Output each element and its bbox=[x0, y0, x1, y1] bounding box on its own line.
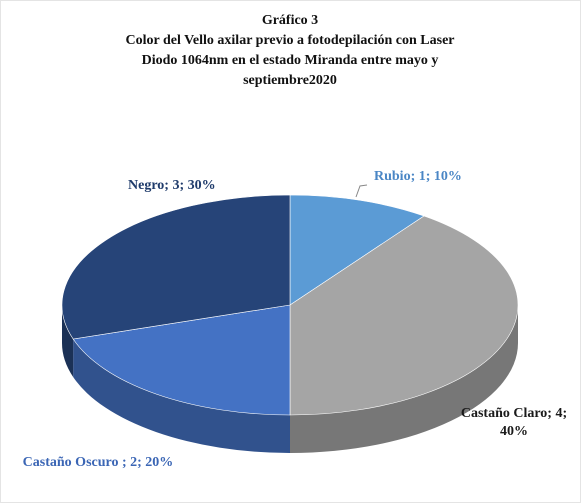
slice-side bbox=[73, 338, 290, 453]
chart-subtitle: Diodo 1064nm en el estado Miranda entre … bbox=[142, 53, 439, 68]
slice-side bbox=[290, 305, 518, 453]
data-label: Castaño Oscuro ; 2; 20% bbox=[22, 455, 174, 470]
pie bbox=[61, 194, 519, 453]
chart-subtitle: Color del Vello axilar previo a fotodepi… bbox=[126, 33, 455, 48]
slice bbox=[289, 194, 425, 306]
data-label: Negro; 3; 30% bbox=[128, 178, 216, 193]
chart-subtitle: septiembre2020 bbox=[243, 73, 337, 88]
data-label: Castaño Claro; 4; 40% bbox=[460, 406, 568, 439]
slice bbox=[61, 194, 291, 340]
slice bbox=[289, 215, 519, 416]
slice bbox=[72, 304, 291, 416]
leader-line bbox=[355, 184, 368, 198]
data-label: Rubio; 1; 10% bbox=[374, 169, 462, 184]
chart-title: Gráfico 3 bbox=[262, 13, 318, 28]
